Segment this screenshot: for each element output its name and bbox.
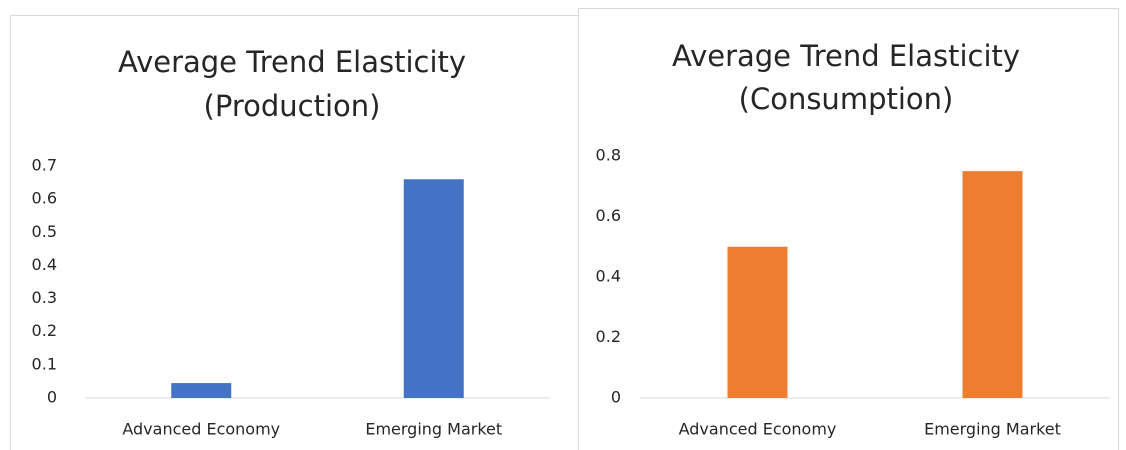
y-tick-label: 0.8 [596,146,621,165]
y-tick-label: 0.3 [32,288,57,307]
panel [10,15,585,450]
chart-title: Average Trend Elasticity [118,45,466,79]
y-tick-label: 0.6 [32,189,57,208]
y-tick-label: 0.4 [32,255,57,274]
panel [578,8,1119,450]
x-tick-label: Advanced Economy [679,420,837,439]
chart-title: (Production) [204,89,381,123]
bar [171,383,232,398]
y-tick-label: 0.2 [32,321,57,340]
y-tick-label: 0.5 [32,222,57,241]
x-tick-label: Emerging Market [365,420,502,439]
bar [962,171,1023,398]
x-tick-label: Advanced Economy [122,420,280,439]
x-tick-label: Emerging Market [924,420,1061,439]
bar [727,246,788,398]
y-tick-label: 0 [611,388,621,407]
y-tick-label: 0 [47,388,57,407]
chart-title: (Consumption) [739,82,954,116]
y-tick-label: 0.6 [596,206,621,225]
bar [403,179,464,398]
y-tick-label: 0.2 [596,327,621,346]
y-tick-label: 0.7 [32,156,57,175]
chart-title: Average Trend Elasticity [672,39,1020,73]
y-tick-label: 0.4 [596,267,621,286]
y-tick-label: 0.1 [32,354,57,373]
